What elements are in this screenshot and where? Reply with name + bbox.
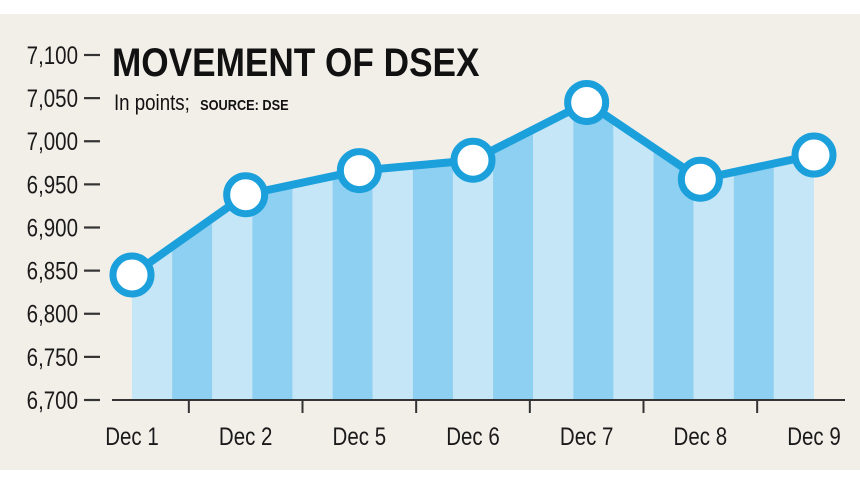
area-stripe <box>733 163 774 400</box>
y-tick-label: 7,000 <box>27 127 78 155</box>
area-stripe <box>452 150 494 400</box>
y-tick-label: 6,850 <box>27 257 78 285</box>
y-tick-label: 6,700 <box>27 386 78 414</box>
x-tick-label: Dec 1 <box>105 422 159 450</box>
x-tick-label: Dec 7 <box>560 422 614 450</box>
y-tick-label: 7,050 <box>27 84 78 112</box>
y-tick-label: 6,750 <box>27 343 78 371</box>
x-axis: Dec 1 Dec 2 Dec 5 Dec 6 Dec 7 Dec 8 Dec 9 <box>105 399 845 450</box>
data-point-marker <box>223 172 269 218</box>
data-point-marker <box>109 252 155 298</box>
chart-title: MOVEMENT OF DSEX <box>112 40 479 85</box>
data-point-marker <box>564 79 610 125</box>
area-stripe <box>653 147 694 400</box>
area-stripe <box>332 169 373 400</box>
area-stripe <box>693 172 734 400</box>
y-tick-label: 6,900 <box>27 214 78 242</box>
area-stripe <box>172 218 213 400</box>
y-axis: 6,700 6,750 6,800 6,850 6,900 6,950 7,000 7,050… <box>27 41 100 414</box>
x-tick-label: Dec 8 <box>674 422 728 450</box>
y-tick-label: 6,950 <box>27 170 78 198</box>
data-point-marker <box>336 148 382 194</box>
area-stripe <box>252 184 293 400</box>
y-tick-label: 7,100 <box>27 41 78 69</box>
area-stripe <box>212 193 253 400</box>
y-tick-label: 6,800 <box>27 300 78 328</box>
subtitle-units: In points; <box>114 92 190 116</box>
area-stripe <box>372 165 413 400</box>
data-point-marker <box>791 132 837 178</box>
x-tick-label: Dec 6 <box>446 422 500 450</box>
x-tick-label: Dec 9 <box>787 422 841 450</box>
area-stripe <box>613 120 654 400</box>
area-stripe <box>292 176 333 400</box>
chart-source: SOURCE: DSE <box>200 96 288 113</box>
x-tick-label: Dec 2 <box>219 422 273 450</box>
area-stripe <box>533 109 574 401</box>
chart-subtitle: In points; SOURCE: DSE <box>114 92 289 116</box>
area-stripe <box>573 109 614 401</box>
area-stripes <box>132 109 814 401</box>
data-point-marker <box>677 156 723 202</box>
x-tick-label: Dec 5 <box>333 422 387 450</box>
data-point-marker <box>450 137 496 183</box>
area-stripe <box>412 162 453 400</box>
area-stripe <box>773 155 814 400</box>
point-markers <box>109 79 837 298</box>
area-stripe <box>493 129 534 400</box>
